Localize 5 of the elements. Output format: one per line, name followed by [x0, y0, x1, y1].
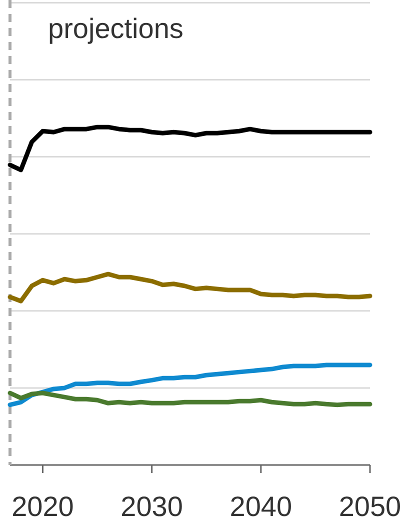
ref-line-label: projections: [48, 13, 184, 44]
x-tick-label: 2050: [338, 491, 402, 522]
x-tick-label: 2040: [230, 491, 292, 522]
x-tick-label: 2020: [12, 491, 74, 522]
x-tick-label: 2030: [120, 491, 183, 522]
